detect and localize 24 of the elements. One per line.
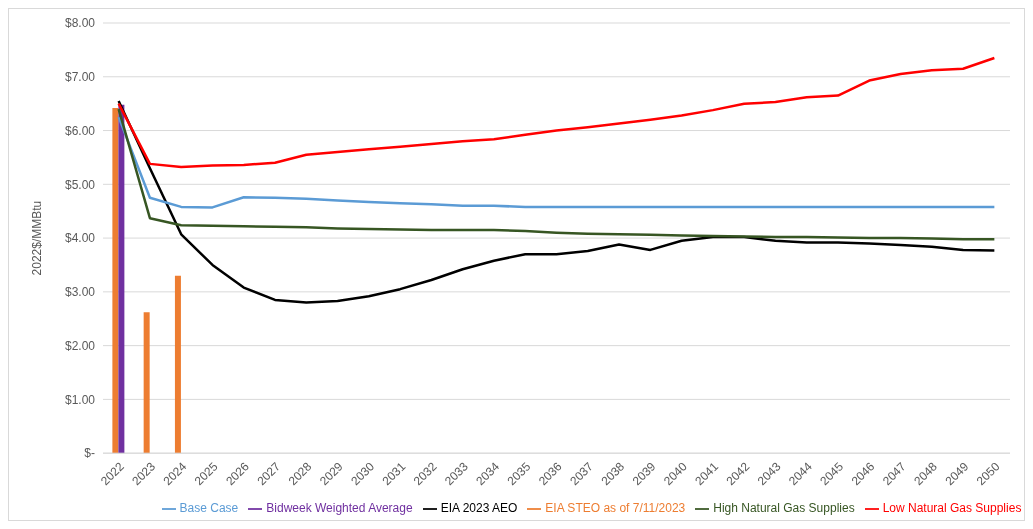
y-axis-title: 2022$/MMBtu	[30, 200, 45, 276]
y-tick-label: $3.00	[64, 285, 96, 300]
legend-label: Base Case	[179, 501, 239, 516]
y-tick-label: $8.00	[64, 16, 96, 31]
legend-label: EIA 2023 AEO	[440, 501, 518, 516]
line-series	[117, 107, 996, 241]
line-series	[117, 56, 996, 169]
line-series	[117, 115, 996, 209]
y-tick-label: $4.00	[64, 231, 96, 246]
y-tick-label: $7.00	[64, 70, 96, 85]
y-tick-label: $-	[84, 446, 95, 461]
legend-label: Low Natural Gas Supplies	[882, 501, 1022, 516]
line-series	[117, 99, 996, 304]
bar	[143, 312, 150, 454]
legend-label: EIA STEO as of 7/11/2023	[545, 501, 686, 516]
bar	[112, 107, 119, 454]
y-tick-label: $6.00	[64, 123, 96, 138]
legend-label: High Natural Gas Supplies	[713, 501, 855, 516]
y-tick-label: $5.00	[64, 177, 96, 192]
bar	[174, 275, 181, 454]
y-tick-label: $2.00	[64, 338, 96, 353]
bar	[118, 104, 125, 454]
legend-label: Bidweek Weighted Average	[266, 501, 413, 516]
y-tick-label: $1.00	[64, 392, 96, 407]
